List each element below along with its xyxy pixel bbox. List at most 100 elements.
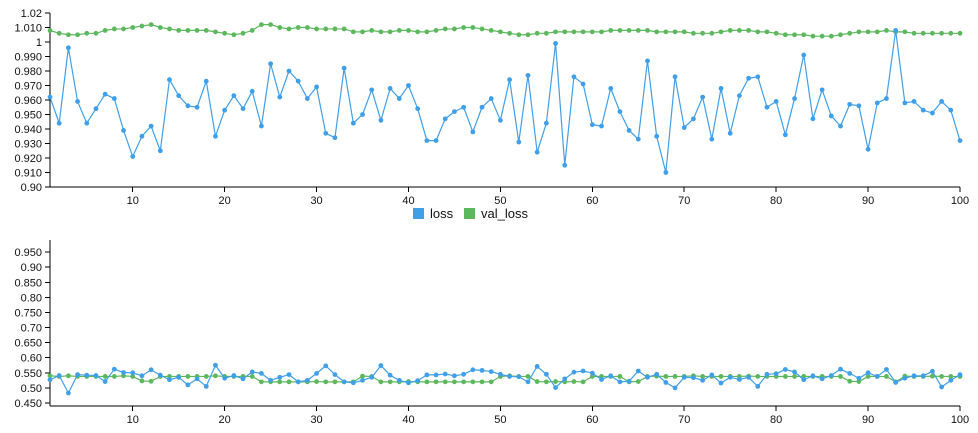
bottom-point-loss[interactable] <box>709 372 715 378</box>
top-point-loss[interactable] <box>167 77 172 83</box>
top-point-val-loss[interactable] <box>350 29 356 35</box>
top-point-loss[interactable] <box>562 162 568 168</box>
top-point-val-loss[interactable] <box>957 30 963 36</box>
top-point-loss[interactable] <box>461 104 467 110</box>
bottom-point-loss[interactable] <box>553 385 558 390</box>
top-point-loss[interactable] <box>249 88 255 94</box>
top-point-loss[interactable] <box>194 104 200 110</box>
top-point-loss[interactable] <box>663 170 669 175</box>
bottom-point-val-loss[interactable] <box>948 374 954 379</box>
bottom-point-loss[interactable] <box>736 377 742 382</box>
bottom-point-val-loss[interactable] <box>452 379 457 385</box>
bottom-point-val-loss[interactable] <box>792 374 797 379</box>
bottom-point-val-loss[interactable] <box>461 379 467 385</box>
bottom-point-loss[interactable] <box>516 374 522 380</box>
bottom-point-val-loss[interactable] <box>47 373 53 379</box>
top-point-loss[interactable] <box>727 130 733 136</box>
bottom-point-loss[interactable] <box>672 385 678 391</box>
top-point-loss[interactable] <box>203 78 209 84</box>
top-point-val-loss[interactable] <box>415 29 421 35</box>
top-point-val-loss[interactable] <box>498 29 503 35</box>
top-point-loss[interactable] <box>268 61 274 67</box>
top-point-val-loss[interactable] <box>84 30 90 36</box>
top-point-loss[interactable] <box>360 112 365 117</box>
bottom-point-val-loss[interactable] <box>856 379 862 384</box>
bottom-point-loss[interactable] <box>939 384 945 390</box>
top-point-loss[interactable] <box>433 138 439 144</box>
bottom-point-loss[interactable] <box>249 369 255 375</box>
top-point-loss[interactable] <box>874 100 880 106</box>
top-point-val-loss[interactable] <box>387 29 393 35</box>
top-point-val-loss[interactable] <box>75 32 80 38</box>
top-point-loss[interactable] <box>819 87 825 93</box>
top-point-loss[interactable] <box>111 96 117 101</box>
top-point-loss[interactable] <box>295 78 301 84</box>
top-point-val-loss[interactable] <box>691 30 696 36</box>
bottom-point-loss[interactable] <box>167 377 172 383</box>
bottom-point-loss[interactable] <box>240 376 246 382</box>
bottom-point-loss[interactable] <box>599 377 604 382</box>
top-point-val-loss[interactable] <box>304 25 310 30</box>
top-point-val-loss[interactable] <box>231 32 237 38</box>
top-point-val-loss[interactable] <box>452 26 457 32</box>
top-point-val-loss[interactable] <box>856 29 862 35</box>
top-point-loss[interactable] <box>231 93 237 99</box>
top-point-loss[interactable] <box>553 41 558 46</box>
top-point-val-loss[interactable] <box>589 29 595 35</box>
bottom-point-val-loss[interactable] <box>387 379 393 385</box>
top-point-loss[interactable] <box>65 45 71 51</box>
bottom-point-val-loss[interactable] <box>111 374 117 379</box>
top-point-loss[interactable] <box>470 129 476 135</box>
top-point-val-loss[interactable] <box>93 30 99 36</box>
bottom-point-loss[interactable] <box>819 376 825 382</box>
bottom-point-val-loss[interactable] <box>249 374 255 379</box>
top-point-val-loss[interactable] <box>479 26 485 32</box>
top-point-loss[interactable] <box>792 96 797 101</box>
bottom-point-loss[interactable] <box>534 364 540 369</box>
top-point-loss[interactable] <box>507 77 512 83</box>
top-point-val-loss[interactable] <box>65 32 71 38</box>
bottom-point-val-loss[interactable] <box>488 379 494 385</box>
top-point-val-loss[interactable] <box>663 29 669 35</box>
top-point-val-loss[interactable] <box>167 26 172 32</box>
bottom-point-loss[interactable] <box>654 371 660 377</box>
bottom-point-loss[interactable] <box>185 382 191 388</box>
bottom-point-loss[interactable] <box>84 372 90 378</box>
bottom-point-val-loss[interactable] <box>571 379 577 384</box>
bottom-point-val-loss[interactable] <box>148 378 154 384</box>
top-point-val-loss[interactable] <box>736 28 742 33</box>
top-point-loss[interactable] <box>755 74 761 80</box>
bottom-point-loss[interactable] <box>626 378 632 384</box>
bottom-point-loss[interactable] <box>121 370 126 375</box>
legend-swatch-loss[interactable] <box>413 208 424 219</box>
top-point-val-loss[interactable] <box>635 28 641 33</box>
top-point-val-loss[interactable] <box>148 22 154 27</box>
bottom-point-loss[interactable] <box>203 383 209 389</box>
bottom-point-loss[interactable] <box>865 370 871 376</box>
bottom-point-loss[interactable] <box>396 377 402 383</box>
bottom-point-loss[interactable] <box>341 379 347 385</box>
top-point-val-loss[interactable] <box>727 28 733 33</box>
bottom-point-loss[interactable] <box>773 371 779 377</box>
top-point-val-loss[interactable] <box>259 22 264 27</box>
top-point-loss[interactable] <box>654 133 660 139</box>
top-point-loss[interactable] <box>121 128 126 133</box>
bottom-point-loss[interactable] <box>479 367 485 373</box>
top-point-val-loss[interactable] <box>562 29 568 35</box>
top-point-loss[interactable] <box>396 96 402 101</box>
top-point-loss[interactable] <box>718 86 724 91</box>
bottom-point-val-loss[interactable] <box>939 374 945 379</box>
bottom-point-val-loss[interactable] <box>553 379 558 384</box>
bottom-point-loss[interactable] <box>957 372 963 378</box>
bottom-point-loss[interactable] <box>874 374 880 379</box>
top-point-loss[interactable] <box>56 120 62 126</box>
top-point-loss[interactable] <box>259 123 264 129</box>
top-point-val-loss[interactable] <box>56 30 62 36</box>
top-point-loss[interactable] <box>911 99 917 104</box>
top-point-val-loss[interactable] <box>442 26 448 32</box>
top-point-val-loss[interactable] <box>268 22 274 27</box>
top-point-val-loss[interactable] <box>369 28 375 33</box>
bottom-point-loss[interactable] <box>130 370 136 376</box>
top-point-loss[interactable] <box>939 99 945 104</box>
bottom-point-loss[interactable] <box>424 372 430 378</box>
